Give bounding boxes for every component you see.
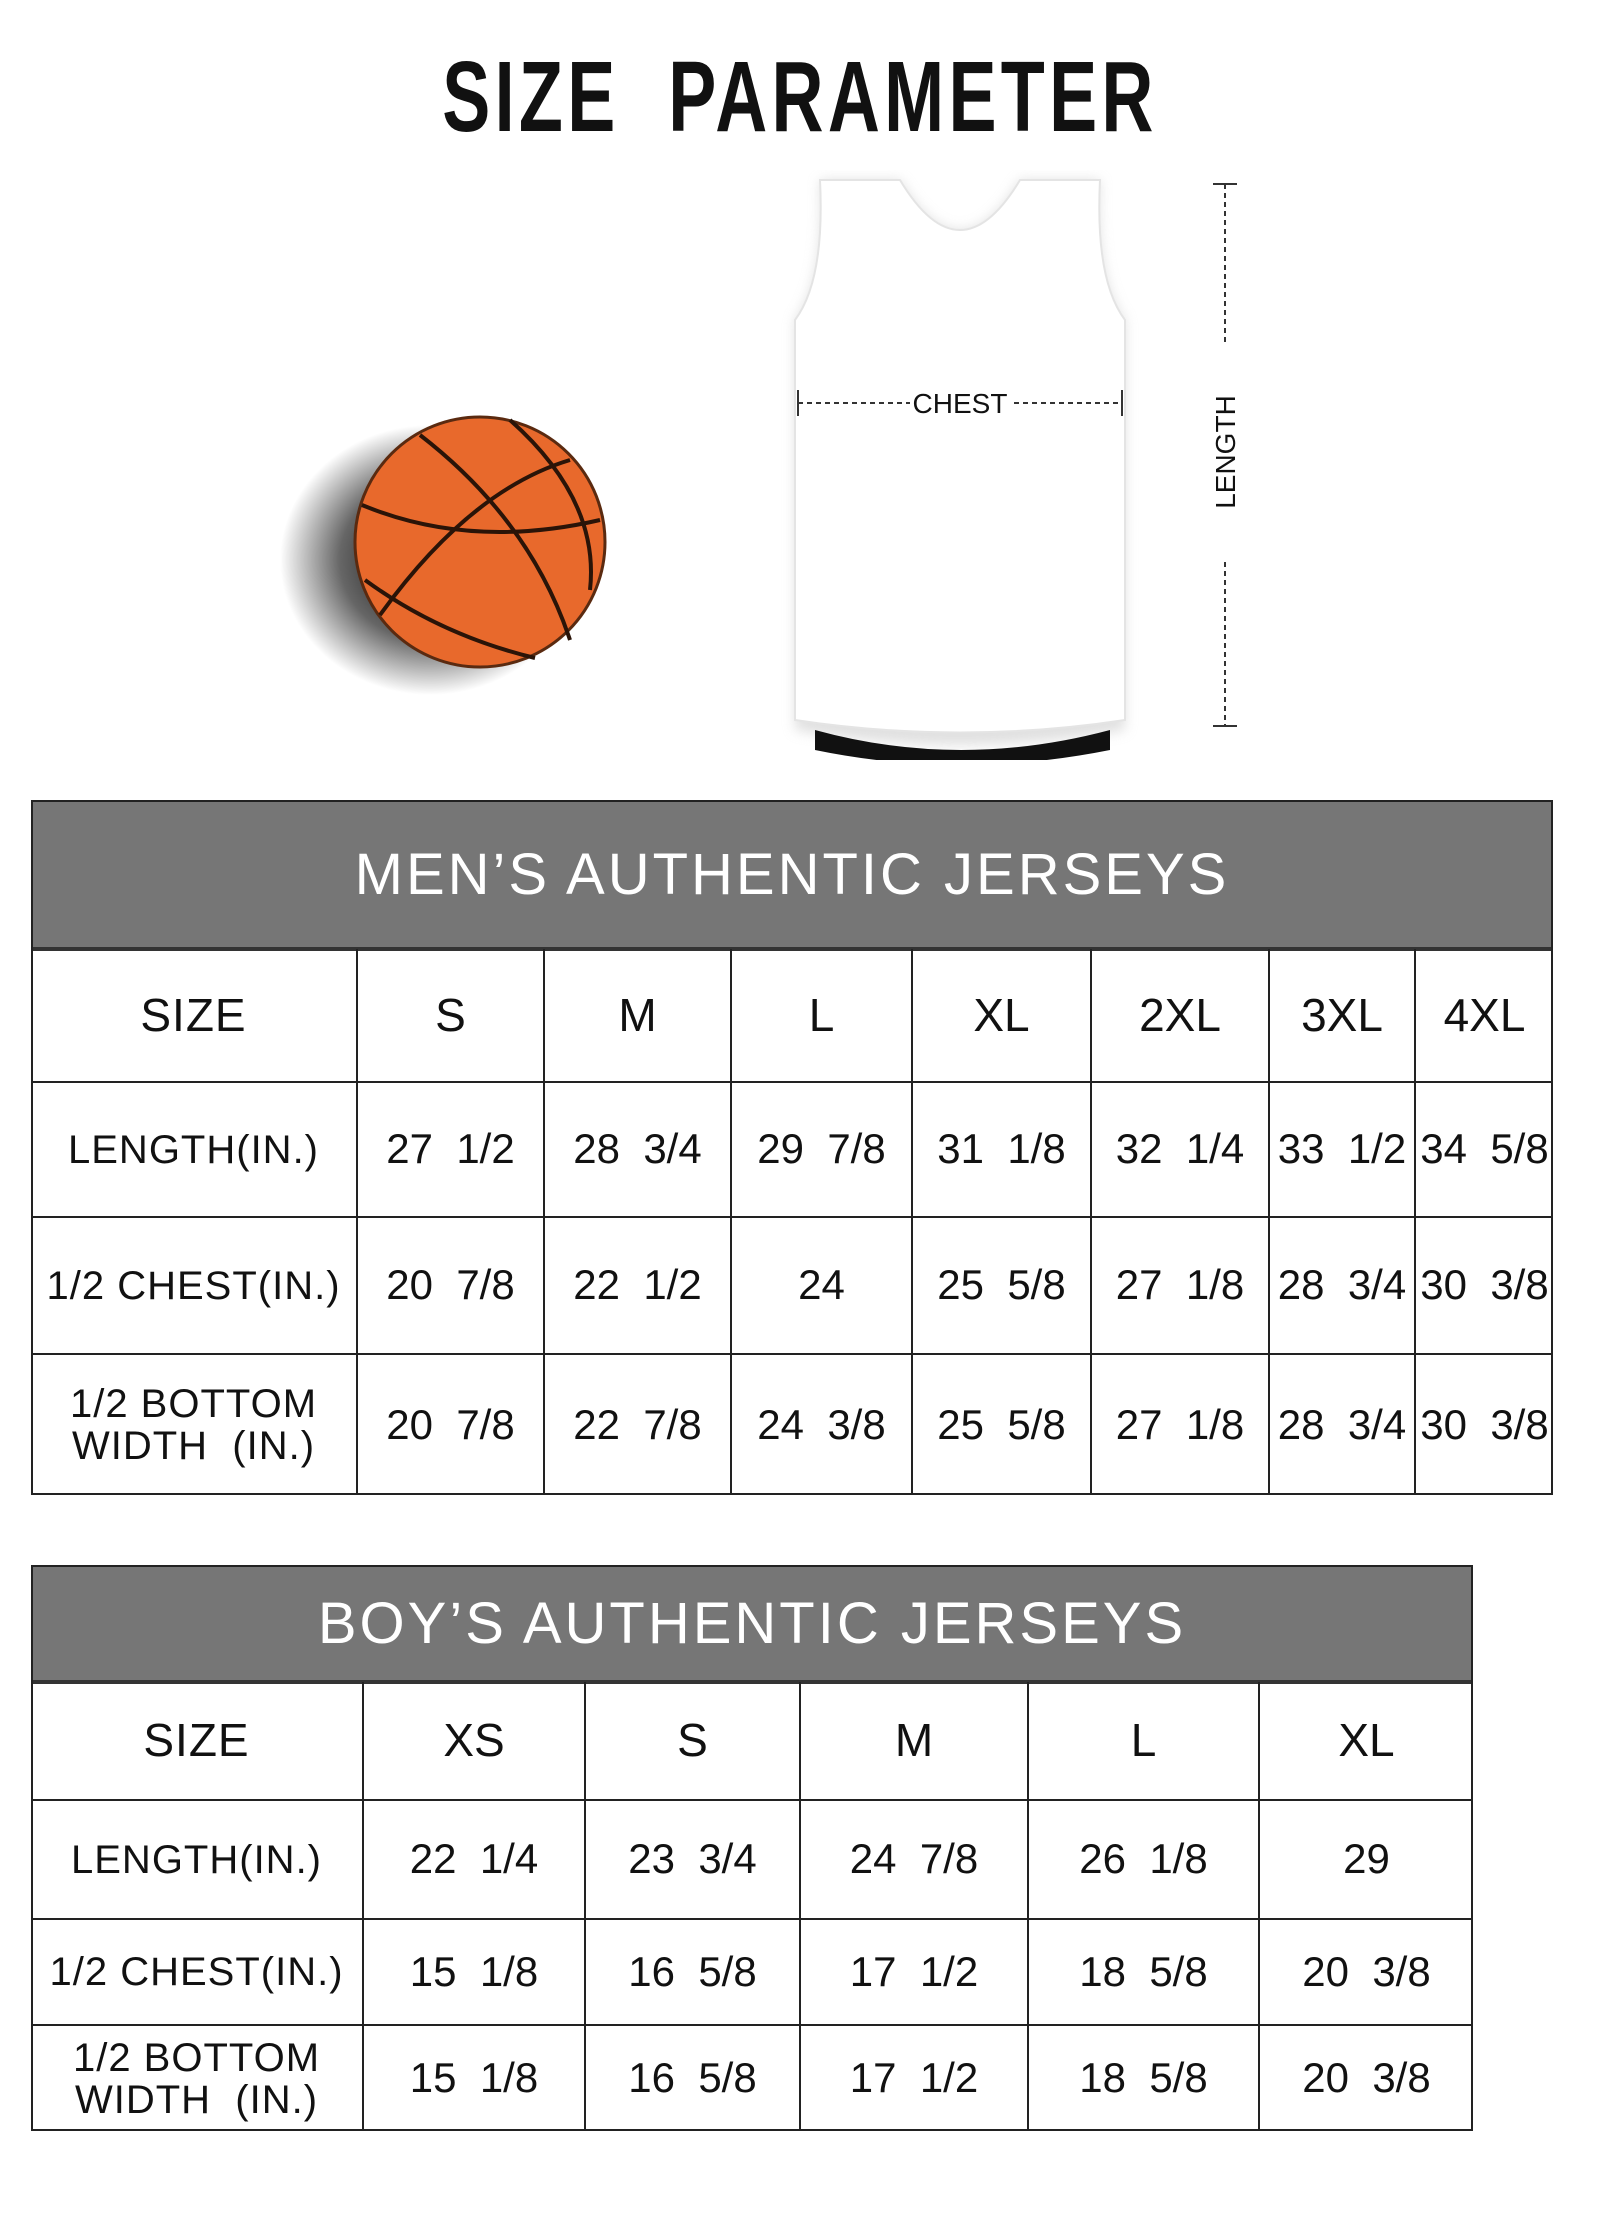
- table-cell: 32 1/4: [1092, 1083, 1270, 1218]
- table-cell: 29: [1260, 1801, 1473, 1920]
- row-label: LENGTH(IN.): [31, 1801, 364, 1920]
- table-cell: 30 3/8: [1420, 1400, 1549, 1448]
- table-cell: 15 1/8: [364, 2026, 586, 2131]
- size-column-header: M: [545, 949, 732, 1083]
- table-cell: 24 7/8: [801, 1801, 1029, 1920]
- page-title: SIZE PARAMETER: [442, 41, 1158, 153]
- table-cell: 33 1/2: [1270, 1083, 1416, 1218]
- table-cell: 28 3/4: [545, 1083, 732, 1218]
- table-cell: 29 7/8: [732, 1083, 913, 1218]
- size-column-header: XS: [364, 1682, 586, 1801]
- table-cell: 18 5/8: [1029, 1920, 1260, 2026]
- boys-size-table: BOY’S AUTHENTIC JERSEYS SIZE XS S M L XL LENGTH…: [31, 1565, 1473, 2131]
- table-title: MEN’S AUTHENTIC JERSEYS: [33, 802, 1551, 951]
- row-label: 1/2 BOTTOM WIDTH (IN.): [31, 2026, 364, 2131]
- table-cell: 28 3/4: [1270, 1355, 1416, 1495]
- length-label: LENGTH: [1210, 395, 1241, 509]
- table-cell: 22 7/8: [545, 1355, 732, 1495]
- table-cell: 15 1/8: [364, 1920, 586, 2026]
- size-column-header: S: [358, 949, 545, 1083]
- size-header: SIZE: [31, 949, 358, 1083]
- size-column-header: XL: [1260, 1682, 1473, 1801]
- table-cell: 20 3/8: [1260, 1920, 1473, 2026]
- size-column-header: XL: [913, 949, 1092, 1083]
- size-column-header: 2XL: [1092, 949, 1270, 1083]
- table-cell: 20 7/8: [358, 1218, 545, 1355]
- size-column-header: L: [732, 949, 913, 1083]
- table-cell: 18 5/8: [1029, 2026, 1260, 2131]
- table-cell: 27 1/8: [1092, 1218, 1270, 1355]
- basketball-icon: [280, 415, 607, 695]
- table-cell: 16 5/8: [586, 2026, 801, 2131]
- table-cell: 24: [732, 1218, 913, 1355]
- row-label: 1/2 BOTTOM WIDTH (IN.): [31, 1355, 358, 1495]
- row-label: LENGTH(IN.): [31, 1083, 358, 1218]
- table-cell: 31 1/8: [913, 1083, 1092, 1218]
- table-cell: 34 5/8: [1416, 1083, 1553, 1218]
- row-label: 1/2 CHEST(IN.): [31, 1218, 358, 1355]
- row-label: 1/2 CHEST(IN.): [31, 1920, 364, 2026]
- table-cell: 25 5/8: [913, 1218, 1092, 1355]
- table-cell: 26 1/8: [1029, 1801, 1260, 1920]
- length-marker: LENGTH: [1209, 183, 1241, 727]
- size-column-header: S: [586, 1682, 801, 1801]
- table-cell: 22 1/2: [545, 1218, 732, 1355]
- table-cell: 30 3/8: [1416, 1218, 1553, 1355]
- table-cell: 28 3/4: [1270, 1218, 1416, 1355]
- size-header: SIZE: [31, 1682, 364, 1801]
- table-cell: 24 3/8: [732, 1355, 913, 1495]
- table-cell: 16 5/8: [586, 1920, 801, 2026]
- table-cell: 27 1/8: [1092, 1355, 1270, 1495]
- size-column-header: L: [1029, 1682, 1260, 1801]
- table-cell: 17 1/2: [801, 1920, 1029, 2026]
- table-cell: 20 3/8: [1302, 2054, 1431, 2102]
- size-column-header: 3XL: [1270, 949, 1416, 1083]
- table-cell: 22 1/4: [364, 1801, 586, 1920]
- chest-label: CHEST: [913, 388, 1008, 419]
- table-cell: 27 1/2: [358, 1083, 545, 1218]
- jersey-diagram: CHEST: [794, 179, 1126, 760]
- table-cell: 25 5/8: [913, 1355, 1092, 1495]
- table-title: BOY’S AUTHENTIC JERSEYS: [33, 1567, 1471, 1684]
- mens-size-table: MEN’S AUTHENTIC JERSEYS SIZE S M L XL 2XL 3XL 4X…: [31, 800, 1553, 1495]
- size-column-header: 4XL: [1416, 949, 1553, 1083]
- table-cell: 20 7/8: [358, 1355, 545, 1495]
- size-column-header: M: [801, 1682, 1029, 1801]
- table-cell: 23 3/4: [586, 1801, 801, 1920]
- table-cell: 17 1/2: [801, 2026, 1029, 2131]
